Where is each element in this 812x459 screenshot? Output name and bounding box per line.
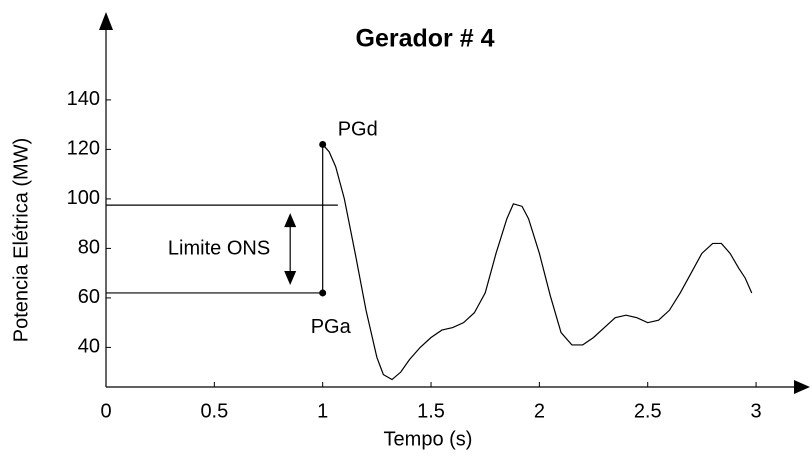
- x-tick-label: 0: [100, 400, 111, 422]
- x-tick-label: 1: [317, 400, 328, 422]
- x-tick-label: 0.5: [200, 400, 228, 422]
- x-tick-label: 3: [751, 400, 762, 422]
- y-tick-label: 60: [78, 286, 100, 308]
- y-tick-label: 140: [67, 88, 100, 110]
- x-tick-label: 2: [534, 400, 545, 422]
- line-series: [322, 144, 753, 381]
- limit-arrow-head: [284, 270, 297, 285]
- x-tick-label: 1.5: [417, 400, 445, 422]
- y-axis-label: Potencia Elétrica (MW): [10, 138, 32, 343]
- x-tick-label: 2.5: [634, 400, 662, 422]
- y-axis-arrow: [99, 12, 113, 30]
- y-tick-label: 40: [78, 336, 100, 358]
- chart-title: Gerador # 4: [356, 25, 495, 53]
- y-tick-label: 100: [67, 187, 100, 209]
- limit-label: Limite ONS: [168, 237, 270, 259]
- pga-label: PGa: [311, 316, 352, 338]
- x-axis-label: Tempo (s): [384, 428, 473, 450]
- pgd-label: PGd: [338, 119, 378, 141]
- pgd-point: [319, 140, 327, 148]
- limit-arrow-head: [284, 213, 297, 228]
- y-tick-label: 80: [78, 237, 100, 259]
- x-axis-arrow: [794, 380, 810, 394]
- pga-point: [319, 289, 327, 297]
- y-tick-label: 120: [67, 138, 100, 160]
